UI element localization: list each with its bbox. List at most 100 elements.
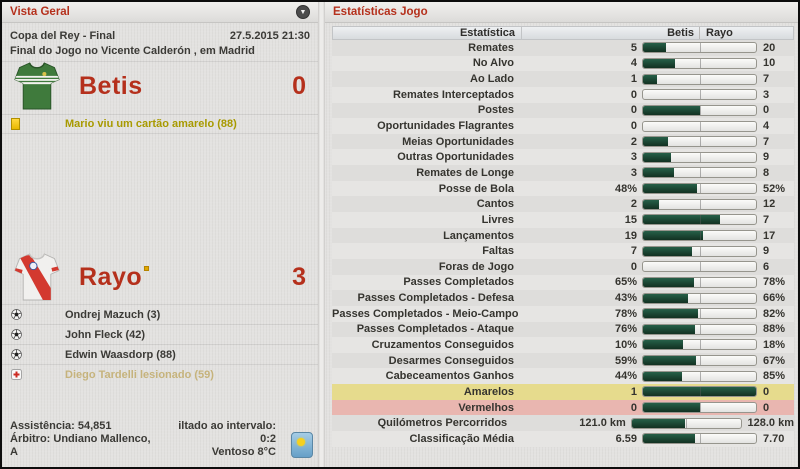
stats-table-row: Meias Oportunidades 2 7 [332,133,794,150]
away-events-list: Ondrej Mazuch (3) John Fleck (42) [2,304,318,384]
stats-panel: Estatísticas Jogo Estatística Betis Rayo… [325,2,798,467]
stat-bar-fill [643,184,698,194]
stat-bar [642,136,757,148]
stat-bar-midline [699,90,701,100]
stat-away-value: 17 [763,229,776,242]
stat-bar-fill [643,246,693,256]
stat-bar [642,370,757,382]
weather-sun-icon [291,432,313,458]
stat-bar-midline [699,293,701,303]
stat-bar-fill [643,277,695,287]
stat-home-value: 1 [630,385,637,398]
stat-label: No Alvo [472,57,514,70]
stat-bar [642,104,757,116]
stat-bar-midline [699,356,701,366]
stat-away-value: 78% [763,276,786,289]
stat-bar-midline [699,387,701,397]
stats-table-row: Livres 15 7 [332,212,794,228]
away-kit-icon [14,253,60,301]
stat-bar-midline [686,418,688,428]
stat-bar-midline [699,434,701,444]
stat-away-value: 7 [763,73,770,86]
stat-label: Quilómetros Percorridos [377,417,508,430]
stat-label: Outras Oportunidades [397,151,514,164]
stat-home-value: 0 [630,104,637,117]
stat-bar-midline [699,121,701,131]
match-footer: Assistência: 54,851 Árbitro: Undiano Mal… [10,420,310,459]
stat-home-value: 0 [630,88,637,101]
stat-bar-fill [643,168,674,178]
stat-label: Remates de Longe [416,166,514,179]
stat-home-value: 121.0 km [579,417,626,430]
stat-bar [642,292,757,304]
stat-label: Passes Completados [403,276,514,289]
stat-label: Cabeceamentos Ganhos [385,370,514,383]
stat-bar-fill [643,199,660,209]
stat-bar [642,42,757,54]
event-icon [2,349,65,360]
panel-menu-button[interactable]: ▼ [296,5,310,19]
match-datetime: 27.5.2015 21:30 [229,30,310,42]
event-text: Edwin Waasdorp (88) [65,348,176,361]
stats-table-row: Ao Lado 1 7 [332,71,794,87]
event-text: Diego Tardelli lesionado (59) [65,368,214,381]
match-event-row: John Fleck (42) [2,324,318,344]
stats-table-row: Quilómetros Percorridos 121.0 km 128.0 k… [332,415,794,432]
stats-table-row: Lançamentos 19 17 [332,227,794,244]
stats-table-row: Oportunidades Flagrantes 0 4 [332,118,794,134]
stats-table-row: Vermelhos 0 0 [332,399,794,416]
separator [2,61,318,62]
stat-label: Cantos [476,198,514,211]
stat-home-value: 76% [614,323,637,336]
stats-table-row: Remates 5 20 [332,40,794,56]
stat-bar-midline [699,262,701,272]
stat-label: Passes Completados - Defesa [357,292,514,305]
stat-home-value: 78% [614,307,637,320]
stat-away-value: 18% [763,338,786,351]
stat-bar [642,73,757,85]
stat-away-value: 67% [763,354,786,367]
home-team-score: 0 [292,72,306,100]
stats-table-row: Cabeceamentos Ganhos 44% 85% [332,368,794,385]
overview-panel: Vista Geral ▼ Copa del Rey - Final 27.5.… [2,2,318,467]
stat-bar [642,323,757,335]
stats-table-row: Cruzamentos Conseguidos 10% 18% [332,337,794,353]
stat-bar [642,120,757,132]
stat-bar-fill [643,387,756,397]
stat-bar [642,355,757,367]
stats-panel-header[interactable]: Estatísticas Jogo [325,2,798,23]
footer-left: Assistência: 54,851 Árbitro: Undiano Mal… [10,420,160,459]
stat-home-value: 19 [624,229,637,242]
stat-bar [630,417,742,429]
stats-table-row: Remates Interceptados 0 3 [332,86,794,103]
goal-ball-icon [11,329,22,340]
stat-away-value: 7.70 [763,432,785,445]
away-column-header: Rayo [699,27,733,39]
stat-home-value: 48% [614,182,637,195]
stats-table-row: Desarmes Conseguidos 59% 67% [332,352,794,369]
stat-bar-fill [643,137,669,147]
stat-away-value: 6 [763,260,770,273]
home-team-name[interactable]: Betis [79,72,143,100]
stat-bar-midline [699,309,701,319]
stat-home-value: 1 [630,73,637,86]
stat-home-value: 3 [630,166,637,179]
stat-bar [642,339,757,351]
stat-away-value: 128.0 km [747,417,794,430]
overview-panel-title: Vista Geral [10,6,70,18]
stats-table: Estatística Betis Rayo Remates 5 20 No A… [332,26,794,447]
stat-home-value: 65% [614,276,637,289]
stat-bar-midline [699,340,701,350]
overview-panel-header[interactable]: Vista Geral ▼ [2,2,318,23]
stat-bar [642,214,757,226]
stat-away-value: 9 [763,151,770,164]
match-event-row: Edwin Waasdorp (88) [2,344,318,364]
stat-bar-fill [643,309,699,319]
away-team-name[interactable]: Rayo [79,263,150,292]
chevron-down-icon: ▼ [299,8,307,16]
event-text: Mario viu um cartão amarelo (88) [65,118,237,130]
venue-label: Final do Jogo no Vicente Calderón , em M… [10,45,255,57]
stats-table-row: Amarelos 1 0 [332,384,794,400]
stat-bar-midline [699,137,701,147]
